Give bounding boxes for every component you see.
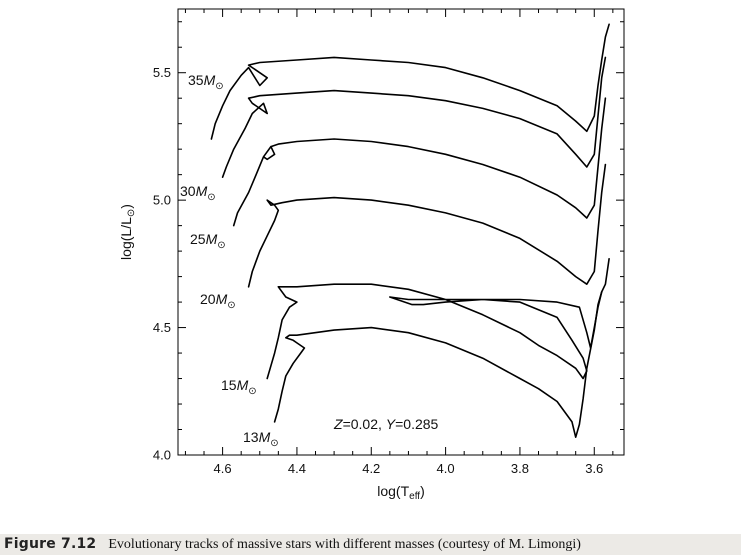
- x-tick-labels: 4.6 4.4 4.2 4.0 3.8 3.6: [214, 461, 604, 476]
- y-tick-labels: 4.0 4.5 5.0 5.5: [153, 65, 171, 462]
- y-tick-label: 4.0: [153, 448, 171, 463]
- x-tick-label: 3.6: [585, 461, 603, 476]
- y-axis-label: log(L/L⊙): [118, 204, 137, 260]
- mass-label-35: 35M⊙: [188, 72, 224, 92]
- x-tick-label: 4.6: [214, 461, 232, 476]
- plot-frame: [177, 8, 625, 456]
- figure-caption: Figure 7.12 Evolutionary tracks of massiv…: [0, 534, 741, 555]
- hr-diagram: 4.6 4.4 4.2 4.0 3.8 3.6 4.0 4.5 5.0 5.5 35M⊙ 30M⊙…: [118, 8, 625, 502]
- mass-label-13: 13M⊙: [243, 429, 279, 449]
- x-axis-label: log(Teff): [377, 483, 425, 502]
- track-20-msun: [247, 163, 607, 288]
- figure-number: Figure 7.12: [4, 536, 97, 552]
- mass-labels: 35M⊙ 30M⊙ 25M⊙ 20M⊙ 15M⊙ 13M⊙: [180, 72, 279, 449]
- track-30-msun: [221, 56, 607, 178]
- y-tick-label: 5.0: [153, 193, 171, 208]
- track-35-msun: [210, 23, 610, 140]
- mass-label-20: 20M⊙: [200, 291, 236, 311]
- y-tick-label: 5.5: [153, 65, 171, 80]
- x-tick-label: 4.2: [362, 461, 380, 476]
- track-15-msun: [266, 258, 610, 380]
- mass-label-15: 15M⊙: [221, 377, 257, 397]
- x-tick-label: 4.0: [437, 461, 455, 476]
- mass-label-30: 30M⊙: [180, 183, 216, 203]
- axis-ticks: [178, 9, 624, 456]
- y-tick-label: 4.5: [153, 320, 171, 335]
- track-25-msun: [232, 97, 607, 227]
- mass-label-25: 25M⊙: [190, 231, 226, 251]
- track-13-msun: [273, 291, 603, 438]
- caption-text: Evolutionary tracks of massive stars wit…: [108, 537, 581, 552]
- composition-annotation: Z=0.02, Y=0.285: [333, 416, 439, 432]
- evolution-tracks: [210, 23, 610, 438]
- x-tick-label: 3.8: [511, 461, 529, 476]
- x-tick-label: 4.4: [288, 461, 306, 476]
